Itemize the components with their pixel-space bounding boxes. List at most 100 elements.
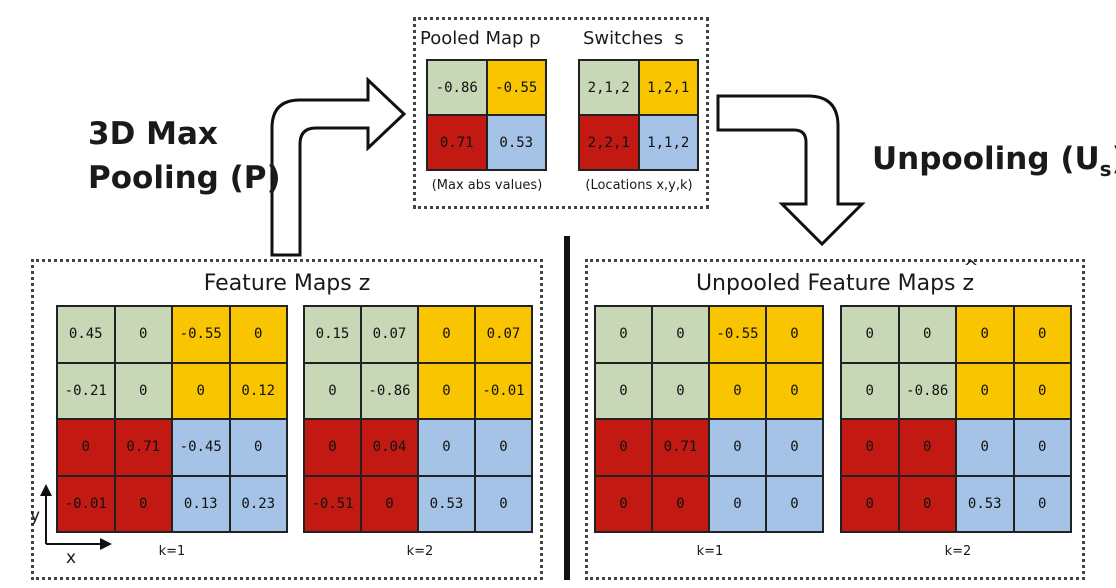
feature-map-k2-grid: 0.15 0.07 0 0.07 0 -0.86 0 -0.01 0 0.04 0 0 -0.51 0 0.…	[303, 305, 533, 533]
axes-indicator	[40, 484, 112, 550]
map-cell: 0	[595, 362, 652, 419]
map-cell: -0.01	[475, 362, 532, 419]
map-cell: 0	[956, 362, 1014, 419]
feature-map-k1-label: k=1	[158, 544, 186, 559]
section-divider	[564, 236, 570, 580]
map-cell: 0	[475, 419, 532, 476]
unpooled-hat-symbol: ^	[963, 257, 979, 278]
pooled-map-caption: (Max abs values)	[431, 178, 543, 193]
unpooled-z-symbol: z	[962, 271, 975, 296]
map-cell: 0	[1013, 475, 1071, 532]
unpooled-map-k1-label: k=1	[696, 544, 724, 559]
map-cell: 0	[595, 475, 652, 532]
unpooled-map-k1-grid: 0 0 -0.55 0 0 0 0 0 0 0.71 0 0 0 0 0 0	[594, 305, 824, 533]
map-cell: 0	[114, 306, 172, 363]
map-cell: 0	[841, 419, 899, 476]
pooled-map-title: Pooled Map p	[420, 28, 541, 49]
map-cell: 0	[956, 306, 1014, 363]
map-cell: 0	[418, 362, 475, 419]
map-cell: 0.23	[229, 475, 287, 532]
map-cell: -0.86	[361, 362, 418, 419]
pooled-switches-box	[413, 17, 709, 209]
map-cell: 0	[595, 419, 652, 476]
map-cell: 0	[766, 362, 823, 419]
switches-grid: 2,1,2 1,2,1 2,2,1 1,1,2	[578, 59, 699, 171]
map-cell: -0.51	[304, 475, 361, 532]
map-cell: -0.86	[898, 362, 956, 419]
map-cell: 0	[595, 306, 652, 363]
map-cell: 0	[304, 362, 361, 419]
map-cell: 0	[898, 306, 956, 363]
pooled-cell: 0.53	[486, 115, 546, 170]
unpooled-z-hat: ^ z	[962, 257, 978, 296]
map-cell: 0.71	[652, 419, 709, 476]
switches-caption: (Locations x,y,k)	[585, 178, 693, 193]
feature-maps-title: Feature Maps z	[203, 271, 371, 296]
feature-maps-box	[31, 259, 543, 580]
map-cell: 0	[652, 306, 709, 363]
map-cell: 0.12	[229, 362, 287, 419]
map-cell: 0.07	[475, 306, 532, 363]
map-cell: 0	[652, 362, 709, 419]
map-cell: 0	[709, 419, 766, 476]
map-cell: 0	[898, 419, 956, 476]
map-cell: 0	[1013, 419, 1071, 476]
map-cell: 0	[709, 475, 766, 532]
feature-map-k2-label: k=2	[406, 544, 434, 559]
map-cell: -0.21	[57, 362, 115, 419]
map-cell: 0	[361, 475, 418, 532]
map-cell: 0	[652, 475, 709, 532]
map-cell: -0.55	[172, 306, 230, 363]
map-cell: 0.04	[361, 419, 418, 476]
unpooled-maps-title-text: Unpooled Feature Maps	[695, 271, 963, 296]
map-cell: 0.07	[361, 306, 418, 363]
map-cell: 0.71	[114, 419, 172, 476]
map-cell: 0	[229, 419, 287, 476]
map-cell: 0	[304, 419, 361, 476]
axis-y-label: y	[30, 506, 41, 526]
unpooled-maps-box	[585, 259, 1085, 580]
map-cell: 0	[956, 419, 1014, 476]
unpooled-map-k2-grid: 0 0 0 0 0 -0.86 0 0 0 0 0 0 0 0 0.53 0	[840, 305, 1072, 533]
map-cell: 0	[841, 306, 899, 363]
unpooling-label: Unpooling (Us)	[872, 137, 1116, 191]
unpooled-maps-title: Unpooled Feature Maps ^ z	[585, 257, 1085, 296]
map-cell: 0	[418, 419, 475, 476]
map-cell: 0	[709, 362, 766, 419]
map-cell: -0.55	[709, 306, 766, 363]
switch-cell: 1,2,1	[638, 60, 698, 115]
switch-cell: 2,2,1	[579, 115, 639, 170]
axis-x-label: x	[66, 548, 77, 568]
map-cell: 0	[1013, 362, 1071, 419]
map-cell: 0.13	[172, 475, 230, 532]
map-cell: 0.53	[956, 475, 1014, 532]
switches-title: Switches s	[583, 28, 684, 49]
map-cell: 0	[766, 306, 823, 363]
unpooling-label-main: Unpooling (U	[872, 141, 1100, 177]
map-cell: 0	[766, 419, 823, 476]
map-cell: 0	[114, 475, 172, 532]
switch-cell: 1,1,2	[638, 115, 698, 170]
map-cell: 0.15	[304, 306, 361, 363]
map-cell: 0	[841, 475, 899, 532]
map-cell: 0	[766, 475, 823, 532]
map-cell: -0.45	[172, 419, 230, 476]
map-cell: 0.45	[57, 306, 115, 363]
unpooling-label-close: )	[1112, 141, 1116, 177]
map-cell: 0.53	[418, 475, 475, 532]
map-cell: 0	[898, 475, 956, 532]
pooling-label-line2: Pooling (P)	[88, 160, 281, 196]
pooled-map-grid: -0.86 -0.55 0.71 0.53	[426, 59, 547, 171]
unpooling-label-sub: s	[1099, 157, 1112, 182]
map-cell: 0	[229, 306, 287, 363]
map-cell: 0	[475, 475, 532, 532]
map-cell: 0	[1013, 306, 1071, 363]
switch-cell: 2,1,2	[579, 60, 639, 115]
pooled-cell: -0.86	[427, 60, 487, 115]
pooling-label: 3D Max Pooling (P)	[88, 112, 281, 200]
feature-map-k1-grid: 0.45 0 -0.55 0 -0.21 0 0 0.12 0 0.71 -0.45 0 -0.01 0 0…	[56, 305, 288, 533]
unpooled-map-k2-label: k=2	[944, 544, 972, 559]
map-cell: 0	[418, 306, 475, 363]
